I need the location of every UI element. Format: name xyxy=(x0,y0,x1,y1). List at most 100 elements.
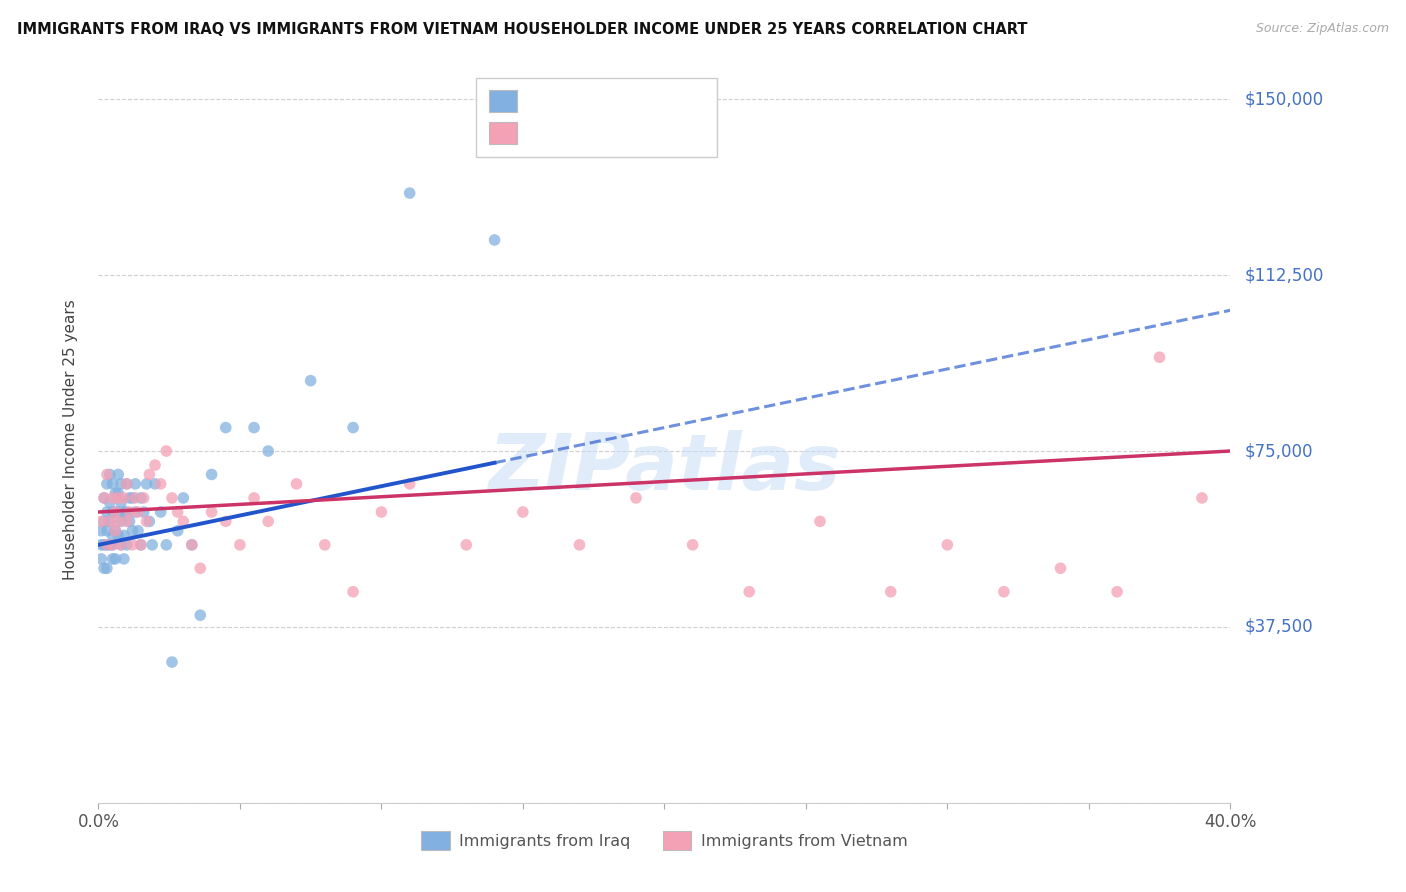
Point xyxy=(808,515,831,529)
Point xyxy=(107,486,129,500)
Point xyxy=(112,491,135,505)
Point xyxy=(93,538,115,552)
Point xyxy=(215,420,238,434)
Point xyxy=(110,538,132,552)
Text: 55: 55 xyxy=(626,125,648,143)
Point xyxy=(143,458,166,472)
Point xyxy=(101,528,124,542)
Point xyxy=(112,505,135,519)
Point xyxy=(96,538,118,552)
Point xyxy=(229,538,252,552)
Point xyxy=(1107,584,1129,599)
Point xyxy=(96,524,118,538)
Point xyxy=(98,538,121,552)
Point xyxy=(512,505,534,519)
Point xyxy=(243,491,266,505)
Point xyxy=(107,505,129,519)
Point xyxy=(112,552,135,566)
Point xyxy=(314,538,336,552)
Text: IMMIGRANTS FROM IRAQ VS IMMIGRANTS FROM VIETNAM HOUSEHOLDER INCOME UNDER 25 YEAR: IMMIGRANTS FROM IRAQ VS IMMIGRANTS FROM … xyxy=(17,22,1028,37)
Point xyxy=(160,491,183,505)
Point xyxy=(180,538,202,552)
Point xyxy=(115,476,138,491)
Text: R =: R = xyxy=(512,95,551,112)
Point xyxy=(118,515,141,529)
Point xyxy=(129,538,152,552)
Point xyxy=(121,491,143,505)
Point xyxy=(398,476,420,491)
Point xyxy=(112,528,135,542)
Point xyxy=(127,505,149,519)
Point xyxy=(143,476,166,491)
Point xyxy=(110,515,132,529)
Text: $112,500: $112,500 xyxy=(1244,266,1323,285)
Point xyxy=(107,515,129,529)
Point xyxy=(398,186,420,200)
Point xyxy=(188,608,211,623)
Point xyxy=(107,467,129,482)
Text: $150,000: $150,000 xyxy=(1244,90,1323,108)
Point xyxy=(936,538,959,552)
Point xyxy=(160,655,183,669)
Point xyxy=(96,476,118,491)
Point xyxy=(124,491,146,505)
Text: ZIPatlas: ZIPatlas xyxy=(488,430,841,507)
Point xyxy=(132,491,155,505)
Point xyxy=(166,524,188,538)
Point xyxy=(110,476,132,491)
Point xyxy=(1191,491,1213,505)
Point xyxy=(98,515,121,529)
Point xyxy=(101,538,124,552)
Point xyxy=(101,538,124,552)
Point xyxy=(135,515,157,529)
Point xyxy=(118,491,141,505)
Legend: Immigrants from Iraq, Immigrants from Vietnam: Immigrants from Iraq, Immigrants from Vi… xyxy=(415,824,914,856)
Point xyxy=(107,528,129,542)
Point xyxy=(96,505,118,519)
Point xyxy=(682,538,704,552)
Point xyxy=(880,584,903,599)
Point xyxy=(115,515,138,529)
Point xyxy=(141,538,163,552)
Point xyxy=(1049,561,1071,575)
Text: 0.319: 0.319 xyxy=(543,95,595,112)
Point xyxy=(342,584,364,599)
Point xyxy=(215,515,238,529)
Point xyxy=(138,515,160,529)
Point xyxy=(93,491,115,505)
Point xyxy=(738,584,761,599)
Point xyxy=(104,505,127,519)
Point xyxy=(121,538,143,552)
Point xyxy=(155,444,177,458)
Point xyxy=(568,538,591,552)
Point xyxy=(299,374,322,388)
Point xyxy=(101,552,124,566)
Point xyxy=(188,561,211,575)
Point xyxy=(201,505,224,519)
Text: R =: R = xyxy=(512,125,551,143)
Point xyxy=(96,561,118,575)
Point xyxy=(98,495,121,509)
Y-axis label: Householder Income Under 25 years: Householder Income Under 25 years xyxy=(63,299,77,580)
Point xyxy=(138,467,160,482)
Text: Source: ZipAtlas.com: Source: ZipAtlas.com xyxy=(1256,22,1389,36)
Point xyxy=(104,524,127,538)
Point xyxy=(104,505,127,519)
Point xyxy=(257,444,280,458)
Point xyxy=(370,505,392,519)
Point xyxy=(90,538,112,552)
Point xyxy=(115,476,138,491)
Point xyxy=(155,538,177,552)
Point xyxy=(115,538,138,552)
Point xyxy=(124,476,146,491)
Point xyxy=(96,467,118,482)
Point xyxy=(110,538,132,552)
Point xyxy=(110,495,132,509)
Point xyxy=(90,515,112,529)
Point xyxy=(149,476,172,491)
Point xyxy=(101,505,124,519)
Point xyxy=(121,524,143,538)
Point xyxy=(93,491,115,505)
Point xyxy=(135,476,157,491)
Text: N =: N = xyxy=(591,95,643,112)
